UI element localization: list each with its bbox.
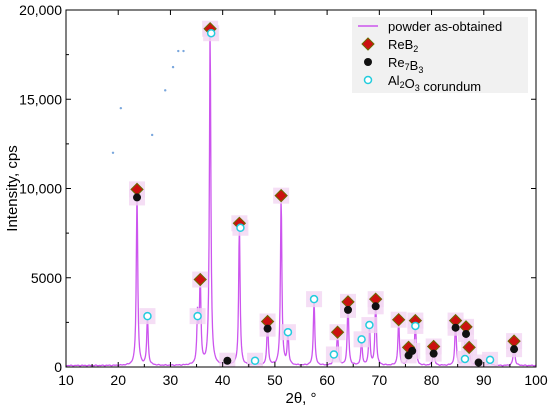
faint-trace-dot bbox=[111, 151, 115, 154]
x-tick-label: 30 bbox=[163, 372, 179, 388]
y-tick-label: 0 bbox=[54, 359, 62, 375]
al2o3-point bbox=[206, 28, 216, 38]
re7b3-point bbox=[223, 356, 232, 365]
legend-swatch-open-circle bbox=[363, 75, 373, 85]
legend-box bbox=[352, 17, 528, 93]
re7b3-point bbox=[462, 329, 471, 338]
al2o3-point bbox=[357, 335, 366, 344]
al2o3-point bbox=[143, 311, 152, 321]
re7b3-point bbox=[474, 358, 483, 367]
re7b3-point bbox=[344, 305, 352, 314]
al2o3-point bbox=[193, 311, 202, 321]
axes: 10 20 30 40 50 60 70 80 90 100 0 5000 10,000 15,000 20… bbox=[4, 2, 548, 407]
y-tick-label: 10,000 bbox=[19, 181, 62, 197]
x-tick-label: 60 bbox=[319, 372, 335, 388]
re7b3-point bbox=[371, 302, 380, 311]
plot-area bbox=[66, 20, 536, 367]
al2o3-point bbox=[329, 350, 339, 359]
al2o3-point bbox=[250, 356, 260, 366]
legend-label: powder as-obtained bbox=[388, 19, 502, 34]
al2o3-point bbox=[485, 355, 495, 365]
faint-trace-dot bbox=[164, 89, 167, 92]
y-tick-label: 15,000 bbox=[19, 91, 62, 107]
faint-trace-dot bbox=[150, 133, 154, 137]
x-tick-label: 70 bbox=[372, 372, 388, 388]
faint-trace-dot bbox=[182, 49, 185, 53]
legend-label: Re7B3 bbox=[388, 55, 423, 75]
x-tick-label: 80 bbox=[424, 372, 440, 388]
reb2-point bbox=[193, 272, 207, 287]
re7b3-point bbox=[263, 324, 272, 333]
re7b3-point bbox=[451, 323, 460, 332]
x-tick-label: 20 bbox=[110, 372, 126, 388]
x-tick-label: 50 bbox=[267, 372, 283, 388]
al2o3-point bbox=[309, 294, 319, 304]
al2o3-point bbox=[365, 320, 374, 330]
x-tick-label: 40 bbox=[215, 372, 231, 388]
y-tick-label: 20,000 bbox=[19, 2, 62, 18]
x-tick-label: 10 bbox=[58, 372, 74, 388]
reb2-point bbox=[391, 312, 406, 327]
al2o3-point bbox=[283, 327, 293, 337]
faint-trace-dot bbox=[177, 49, 180, 53]
y-tick-label: 5000 bbox=[31, 270, 62, 286]
reb2-point bbox=[330, 325, 345, 339]
re7b3-point bbox=[510, 345, 519, 354]
al2o3-point bbox=[411, 321, 420, 331]
re7b3-point bbox=[408, 346, 417, 355]
reb2-point bbox=[462, 340, 476, 355]
legend-swatch-diamond bbox=[361, 37, 375, 51]
y-axis-title: Intensity, cps bbox=[4, 145, 21, 231]
x-tick-label: 90 bbox=[476, 372, 492, 388]
legend-label: ReB2 bbox=[388, 37, 418, 54]
x-tick-label: 100 bbox=[524, 372, 548, 388]
reb2-point bbox=[274, 188, 288, 203]
faint-trace-dot bbox=[119, 106, 123, 110]
faint-trace-dot bbox=[171, 65, 175, 69]
re7b3-point bbox=[429, 349, 438, 358]
re7b3-point bbox=[133, 193, 142, 202]
al2o3-point bbox=[460, 354, 470, 364]
legend-swatch-circle bbox=[364, 58, 372, 66]
al2o3-point bbox=[236, 223, 245, 233]
legend-label: Al2O3 corundum bbox=[388, 73, 481, 94]
plot-clip-group bbox=[66, 20, 536, 367]
x-axis-title: 2θ, ° bbox=[285, 390, 316, 407]
